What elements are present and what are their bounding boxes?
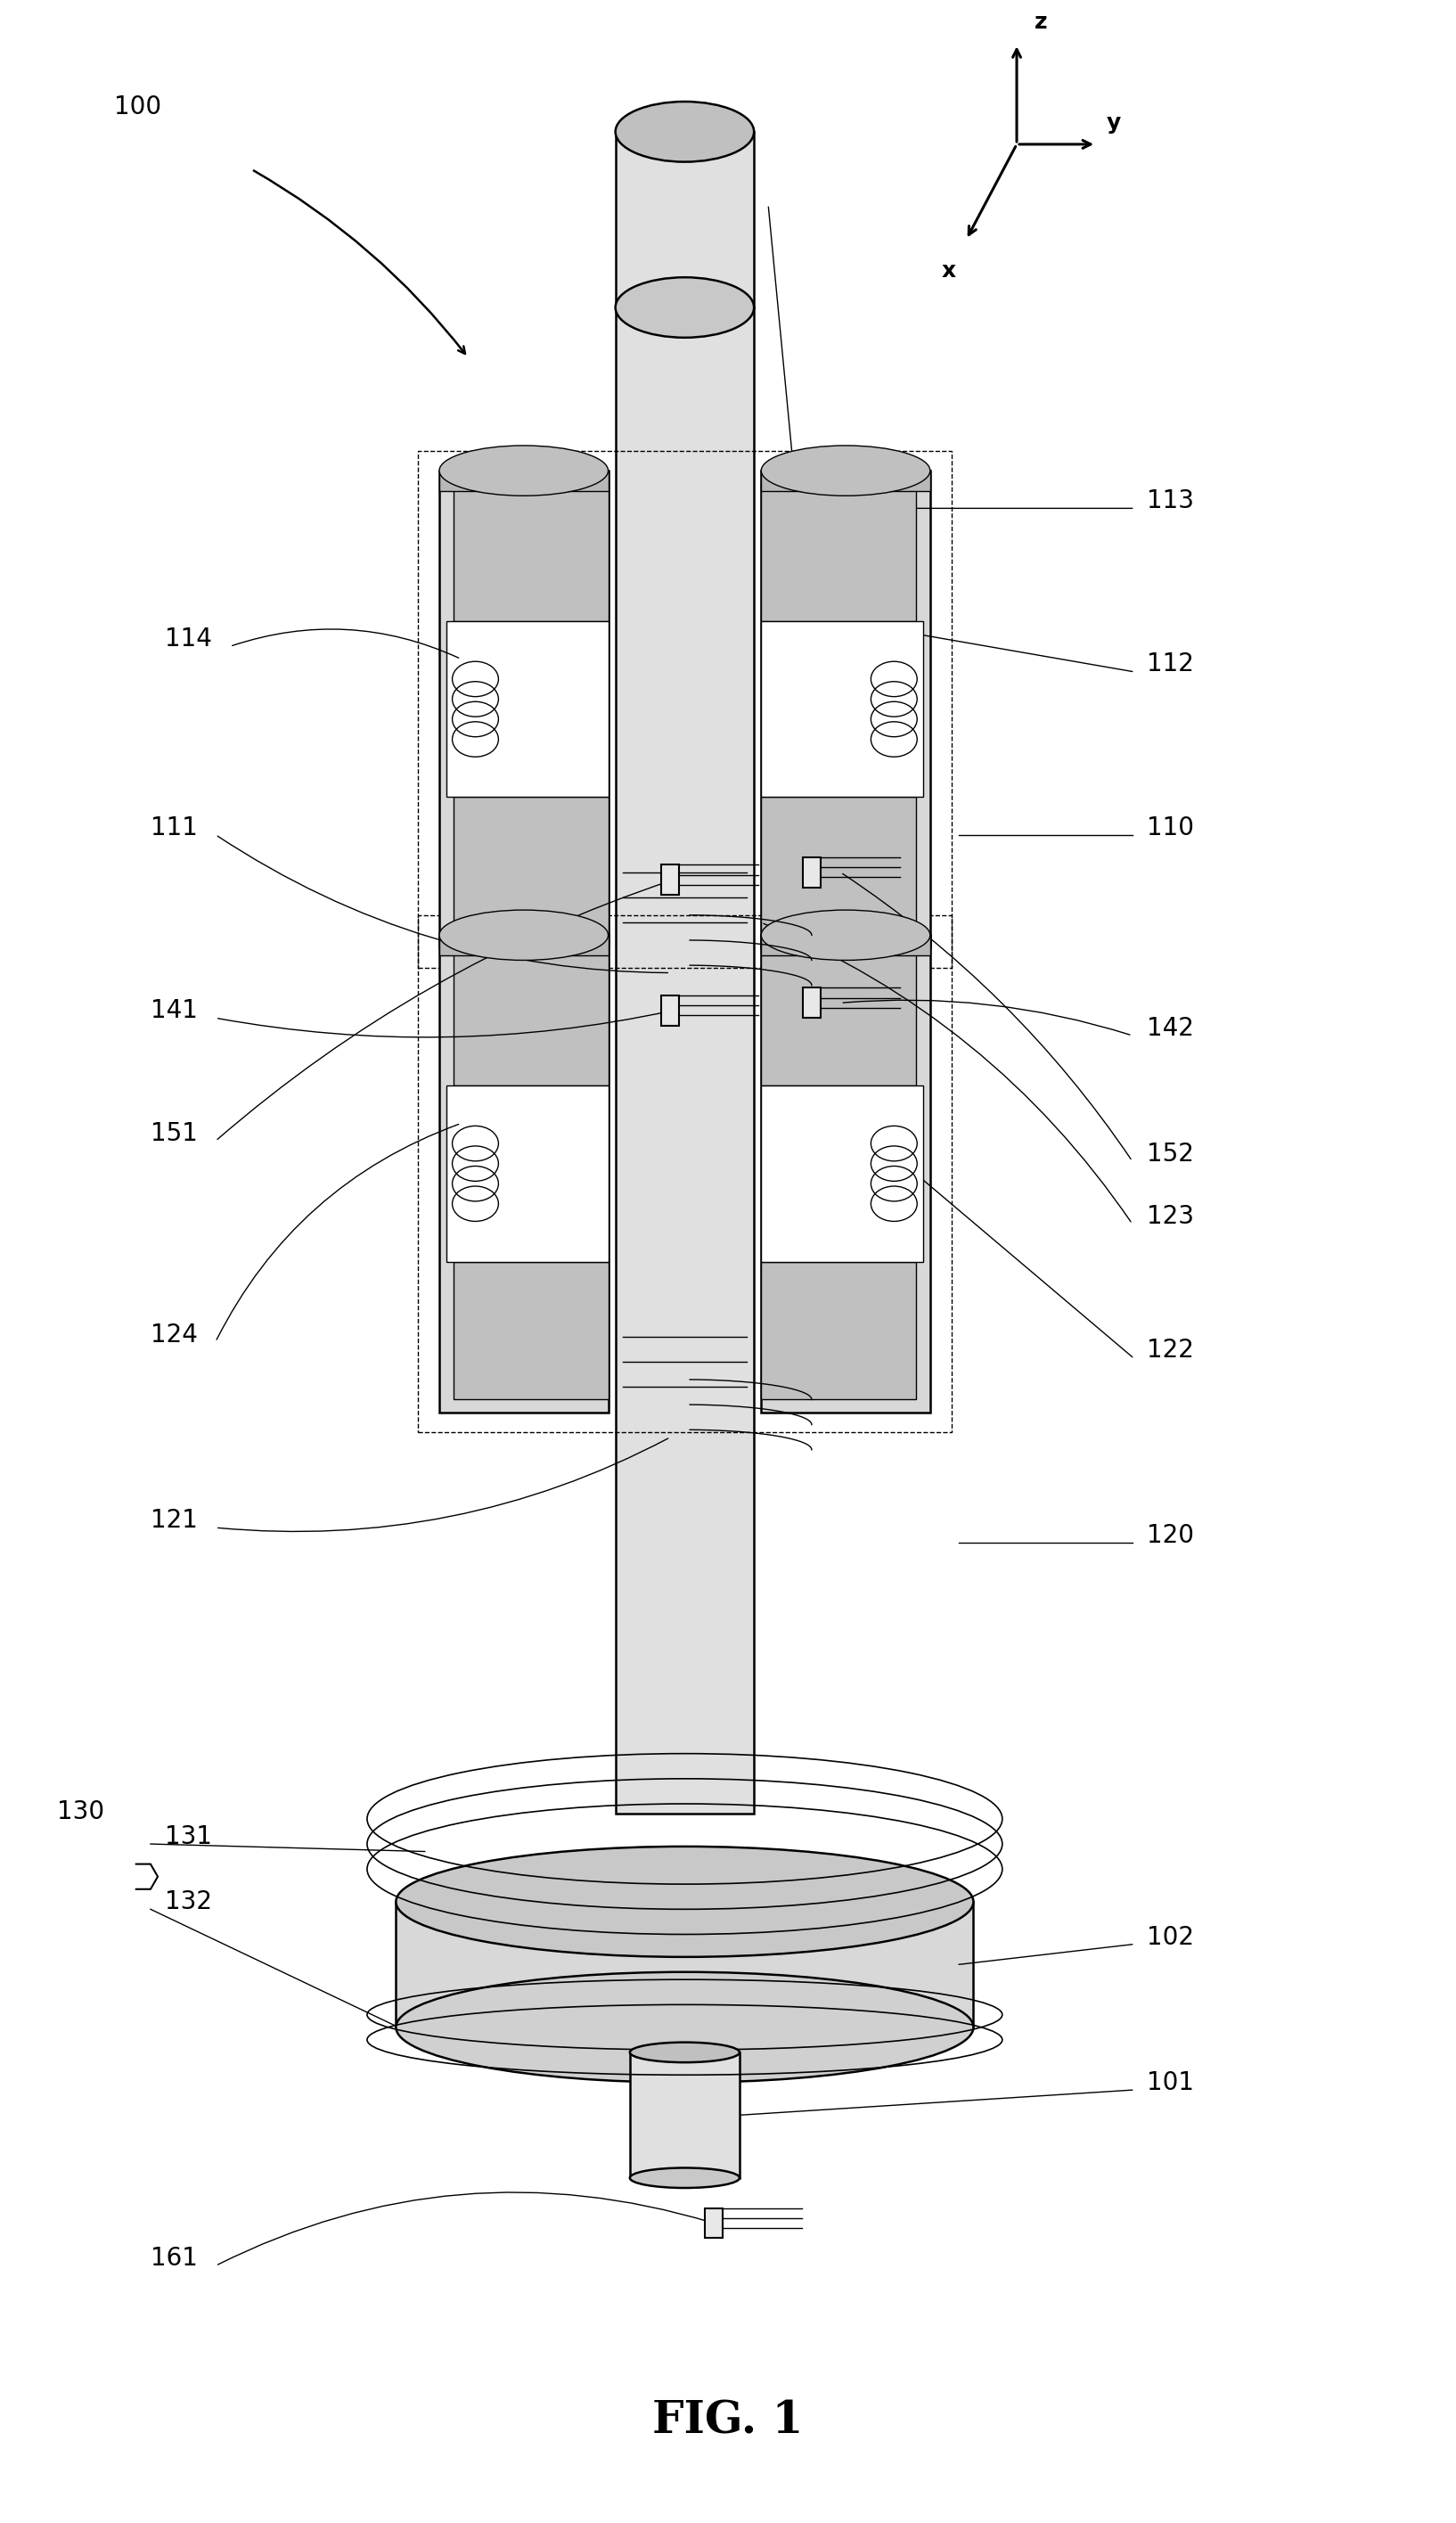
Ellipse shape (396, 1973, 974, 2081)
Polygon shape (454, 1262, 609, 1400)
Bar (804, 858, 820, 888)
Polygon shape (454, 949, 609, 1085)
Bar (661, 865, 678, 896)
Text: 122: 122 (1147, 1337, 1194, 1362)
Text: 110: 110 (1147, 815, 1194, 840)
Ellipse shape (440, 911, 609, 961)
Text: 112: 112 (1147, 651, 1194, 676)
Polygon shape (454, 797, 609, 936)
Polygon shape (454, 484, 609, 621)
Polygon shape (761, 1262, 916, 1400)
Text: 131: 131 (165, 1824, 213, 1849)
Text: FIG. 1: FIG. 1 (652, 2399, 804, 2442)
Polygon shape (761, 472, 930, 492)
Ellipse shape (396, 1847, 974, 1958)
Text: 121: 121 (150, 1509, 198, 1534)
Text: 130: 130 (57, 1799, 103, 1824)
Polygon shape (761, 949, 916, 1085)
Text: 123: 123 (1147, 1203, 1194, 1229)
Polygon shape (761, 472, 930, 949)
Ellipse shape (616, 278, 754, 338)
Ellipse shape (761, 447, 930, 495)
Polygon shape (447, 621, 609, 797)
Text: z: z (1034, 13, 1047, 33)
Text: 100: 100 (115, 93, 162, 119)
Text: 161: 161 (150, 2245, 198, 2271)
Text: 142: 142 (1147, 1017, 1194, 1042)
Text: y: y (1107, 114, 1121, 134)
Text: 124: 124 (150, 1322, 198, 1347)
Text: 132: 132 (165, 1890, 213, 1915)
Text: 113: 113 (1147, 489, 1194, 515)
Polygon shape (396, 1902, 974, 2028)
Text: 114: 114 (165, 626, 213, 651)
Polygon shape (616, 131, 754, 308)
Ellipse shape (630, 2041, 740, 2061)
Text: 141: 141 (150, 999, 198, 1024)
Polygon shape (440, 936, 609, 1413)
Polygon shape (761, 797, 916, 936)
Bar (705, 2208, 722, 2238)
Text: 111: 111 (150, 815, 198, 840)
Polygon shape (447, 1085, 609, 1262)
Ellipse shape (630, 2167, 740, 2187)
Bar (804, 989, 820, 1017)
Ellipse shape (440, 447, 609, 495)
Text: x: x (942, 260, 957, 283)
Polygon shape (630, 2051, 740, 2177)
Ellipse shape (616, 101, 754, 161)
Text: 102: 102 (1147, 1925, 1194, 1950)
Text: 152: 152 (1147, 1140, 1194, 1166)
Polygon shape (761, 484, 916, 621)
Text: 120: 120 (1147, 1524, 1194, 1549)
Polygon shape (761, 936, 930, 1413)
Text: 101: 101 (1147, 2071, 1194, 2097)
Polygon shape (761, 1085, 923, 1262)
Polygon shape (440, 936, 609, 956)
Polygon shape (761, 621, 923, 797)
Polygon shape (761, 936, 930, 956)
Ellipse shape (761, 911, 930, 961)
Bar (661, 997, 678, 1024)
Polygon shape (440, 472, 609, 492)
Text: 151: 151 (150, 1120, 198, 1145)
Polygon shape (440, 472, 609, 949)
Polygon shape (616, 308, 754, 1814)
